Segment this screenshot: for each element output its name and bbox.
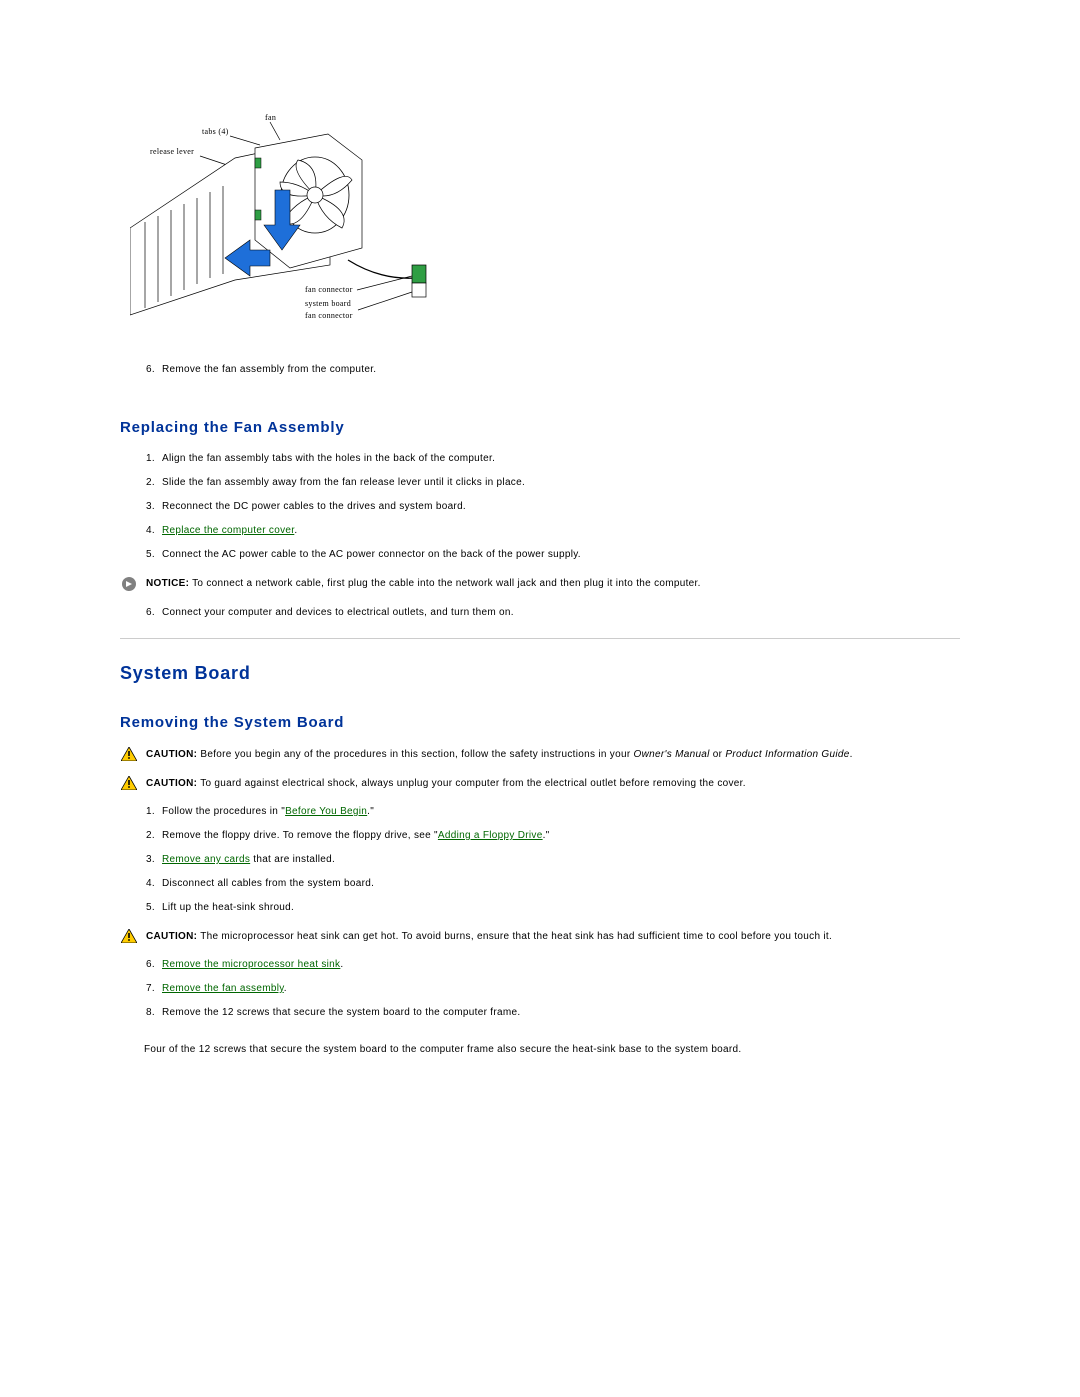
caution1-label: CAUTION:	[146, 749, 197, 760]
remove-fan-steps-cont: Remove the fan assembly from the compute…	[120, 363, 960, 377]
caution1-pre: Before you begin any of the procedures i…	[197, 749, 633, 760]
link-replace-computer-cover[interactable]: Replace the computer cover	[162, 525, 294, 536]
page: fan tabs (4) release lever	[0, 0, 1080, 1257]
sysboard-step-1: Follow the procedures in "Before You Beg…	[158, 805, 960, 819]
fig-label-release-lever: release lever	[150, 147, 194, 156]
link-before-you-begin[interactable]: Before You Begin	[285, 806, 367, 817]
caution-icon	[120, 776, 138, 790]
caution2-label: CAUTION:	[146, 778, 197, 789]
sysboard-step-6: Remove the microprocessor heat sink.	[158, 958, 960, 972]
caution-heat-sink-hot: CAUTION: The microprocessor heat sink ca…	[120, 929, 960, 944]
fig-label-tabs: tabs (4)	[202, 127, 229, 136]
replace-fan-step-1: Align the fan assembly tabs with the hol…	[158, 452, 960, 466]
caution1-post: .	[850, 749, 853, 760]
sysboard-step-2: Remove the floppy drive. To remove the f…	[158, 829, 960, 843]
fan-connector-plug	[412, 265, 426, 297]
caution1-ital2: Product Information Guide	[725, 749, 849, 760]
fig-label-system-board: system board	[305, 299, 351, 308]
sysboard-step-4: Disconnect all cables from the system bo…	[158, 877, 960, 891]
caution1-ital1: Owner's Manual	[634, 749, 710, 760]
notice-body: NOTICE: To connect a network cable, firs…	[146, 576, 960, 591]
sysboard-step-8: Remove the 12 screws that secure the sys…	[158, 1006, 960, 1020]
fig-label-fan-connector-2: fan connector	[305, 311, 353, 320]
sysboard-step-3: Remove any cards that are installed.	[158, 853, 960, 867]
section-divider	[120, 638, 960, 639]
notice-label: NOTICE:	[146, 578, 189, 589]
caution1-mid: or	[710, 749, 726, 760]
replace-fan-step-5: Connect the AC power cable to the AC pow…	[158, 548, 960, 562]
caution2-body: CAUTION: To guard against electrical sho…	[146, 776, 960, 791]
sysboard-step-5: Lift up the heat-sink shroud.	[158, 901, 960, 915]
note-screws: Four of the 12 screws that secure the sy…	[144, 1042, 960, 1057]
notice-text: To connect a network cable, first plug t…	[189, 578, 700, 589]
remove-sysboard-steps-a: Follow the procedures in "Before You Beg…	[120, 805, 960, 915]
remove-sysboard-steps-b: Remove the microprocessor heat sink. Rem…	[120, 958, 960, 1020]
replace-fan-step-3: Reconnect the DC power cables to the dri…	[158, 500, 960, 514]
heading-replacing-fan-assembly: Replacing the Fan Assembly	[120, 419, 960, 436]
caution-electrical-shock: CAUTION: To guard against electrical sho…	[120, 776, 960, 791]
link-remove-fan-assembly[interactable]: Remove the fan assembly	[162, 983, 284, 994]
replace-fan-step-4: Replace the computer cover.	[158, 524, 960, 538]
caution-icon	[120, 929, 138, 943]
link-remove-any-cards[interactable]: Remove any cards	[162, 854, 250, 865]
caution1-body: CAUTION: Before you begin any of the pro…	[146, 747, 960, 762]
fan-assembly-svg: fan tabs (4) release lever	[130, 110, 440, 340]
fig-label-fan: fan	[265, 113, 276, 122]
caution2-text: To guard against electrical shock, alway…	[197, 778, 746, 789]
fig-label-fan-connector: fan connector	[305, 285, 353, 294]
caution3-body: CAUTION: The microprocessor heat sink ca…	[146, 929, 960, 944]
link-remove-heat-sink[interactable]: Remove the microprocessor heat sink	[162, 959, 340, 970]
caution3-text: The microprocessor heat sink can get hot…	[197, 931, 832, 942]
sysboard-step-7: Remove the fan assembly.	[158, 982, 960, 996]
caution-safety-instructions: CAUTION: Before you begin any of the pro…	[120, 747, 960, 762]
remove-fan-step-6: Remove the fan assembly from the compute…	[158, 363, 960, 377]
heading-removing-system-board: Removing the System Board	[120, 714, 960, 731]
link-adding-floppy-drive[interactable]: Adding a Floppy Drive	[438, 830, 543, 841]
notice-icon	[120, 576, 138, 592]
fan-housing	[255, 134, 362, 268]
notice-network-cable: NOTICE: To connect a network cable, firs…	[120, 576, 960, 592]
replace-fan-steps: Align the fan assembly tabs with the hol…	[120, 452, 960, 562]
caution3-label: CAUTION:	[146, 931, 197, 942]
heading-system-board: System Board	[120, 663, 960, 684]
caution-icon	[120, 747, 138, 761]
replace-fan-step-2: Slide the fan assembly away from the fan…	[158, 476, 960, 490]
replace-fan-steps-cont: Connect your computer and devices to ele…	[120, 606, 960, 620]
fan-assembly-figure: fan tabs (4) release lever	[130, 110, 960, 343]
replace-fan-step-6: Connect your computer and devices to ele…	[158, 606, 960, 620]
